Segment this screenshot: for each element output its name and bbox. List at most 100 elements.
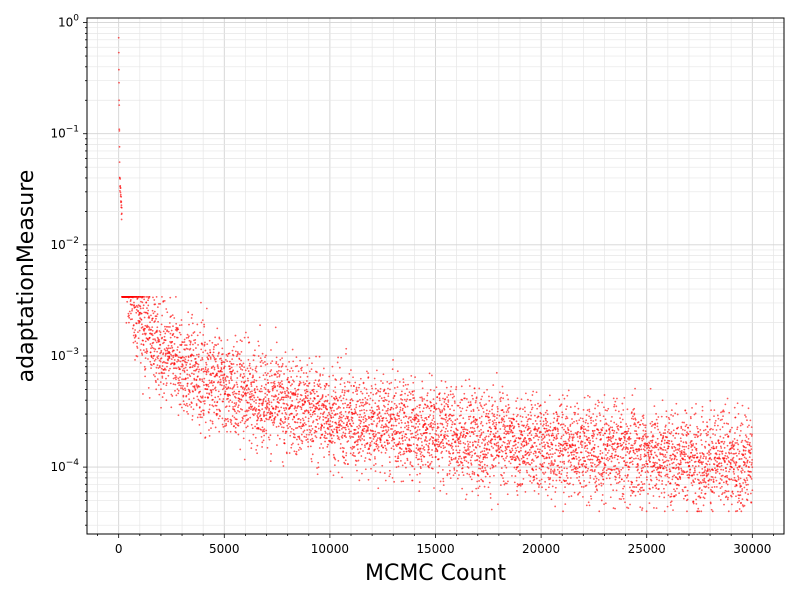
data-point bbox=[318, 447, 321, 449]
data-point bbox=[175, 394, 178, 397]
data-point bbox=[264, 388, 267, 391]
data-point bbox=[372, 438, 375, 440]
data-point bbox=[179, 368, 181, 371]
data-point bbox=[203, 343, 206, 346]
data-point bbox=[170, 393, 173, 396]
data-point bbox=[566, 482, 569, 485]
data-point bbox=[283, 402, 286, 405]
data-point bbox=[337, 405, 340, 408]
data-point bbox=[281, 426, 283, 429]
data-point bbox=[375, 425, 378, 428]
data-point bbox=[370, 406, 373, 409]
data-point bbox=[530, 403, 533, 406]
data-point bbox=[358, 416, 361, 419]
data-point bbox=[595, 484, 598, 487]
data-point bbox=[491, 438, 494, 441]
data-point bbox=[501, 408, 504, 411]
data-point bbox=[611, 452, 613, 455]
data-point bbox=[564, 486, 566, 489]
data-point bbox=[383, 388, 386, 391]
data-point bbox=[476, 406, 479, 409]
data-point bbox=[359, 447, 362, 450]
data-point bbox=[627, 427, 630, 430]
data-point bbox=[619, 456, 622, 458]
data-point bbox=[602, 443, 605, 445]
data-point bbox=[165, 399, 168, 402]
data-point bbox=[118, 129, 121, 132]
data-point bbox=[446, 474, 449, 477]
data-point bbox=[594, 419, 597, 421]
data-point bbox=[450, 447, 453, 449]
data-point bbox=[628, 435, 631, 438]
data-point bbox=[257, 405, 260, 408]
data-point bbox=[281, 365, 284, 367]
data-point bbox=[340, 416, 343, 419]
data-point bbox=[270, 452, 272, 455]
data-point bbox=[499, 400, 502, 403]
data-point bbox=[185, 355, 187, 358]
data-point bbox=[396, 418, 398, 421]
data-point bbox=[461, 467, 464, 470]
data-point bbox=[426, 440, 428, 442]
data-point bbox=[454, 456, 457, 459]
data-point bbox=[611, 429, 614, 432]
data-point bbox=[247, 370, 250, 372]
data-point bbox=[356, 440, 359, 443]
data-point bbox=[541, 450, 544, 452]
data-point bbox=[543, 441, 545, 444]
data-point bbox=[293, 433, 296, 436]
data-point bbox=[424, 463, 427, 466]
data-point bbox=[549, 449, 551, 452]
data-point bbox=[627, 507, 630, 510]
data-point bbox=[506, 409, 509, 411]
data-point bbox=[361, 398, 364, 401]
data-point bbox=[441, 469, 444, 471]
data-point bbox=[249, 372, 251, 375]
data-point bbox=[224, 358, 227, 361]
data-point bbox=[440, 452, 443, 454]
data-point bbox=[290, 376, 293, 378]
data-point bbox=[238, 358, 241, 360]
data-point bbox=[350, 369, 352, 371]
data-point bbox=[438, 397, 441, 400]
data-point bbox=[312, 388, 315, 391]
data-point bbox=[393, 448, 395, 451]
data-point bbox=[474, 392, 476, 394]
data-point bbox=[179, 333, 182, 336]
data-point bbox=[521, 434, 524, 437]
data-point bbox=[235, 381, 238, 384]
data-point bbox=[361, 401, 364, 404]
data-point bbox=[424, 438, 427, 441]
data-point bbox=[620, 413, 623, 416]
data-point bbox=[559, 447, 562, 450]
data-point bbox=[592, 413, 595, 415]
data-point bbox=[262, 374, 265, 377]
data-point bbox=[391, 428, 393, 430]
data-point bbox=[533, 478, 536, 481]
data-point bbox=[629, 457, 632, 460]
data-point bbox=[503, 420, 506, 423]
data-point bbox=[133, 331, 136, 334]
data-point bbox=[399, 409, 402, 411]
data-point bbox=[297, 404, 300, 407]
data-point bbox=[427, 423, 430, 426]
data-point bbox=[233, 409, 236, 411]
data-point bbox=[208, 435, 211, 437]
data-point bbox=[263, 414, 266, 417]
data-point bbox=[316, 473, 319, 476]
data-point bbox=[149, 343, 152, 345]
data-point bbox=[186, 348, 189, 350]
data-point bbox=[508, 428, 511, 431]
data-point bbox=[444, 398, 447, 400]
data-point bbox=[274, 326, 277, 329]
data-point bbox=[288, 381, 291, 384]
data-point bbox=[338, 417, 340, 420]
data-point bbox=[353, 445, 356, 448]
data-point bbox=[400, 448, 403, 450]
data-point bbox=[254, 436, 257, 439]
data-point bbox=[297, 370, 300, 373]
data-point bbox=[559, 476, 562, 479]
data-point bbox=[559, 460, 562, 463]
data-point bbox=[176, 360, 178, 363]
data-point bbox=[571, 418, 573, 420]
